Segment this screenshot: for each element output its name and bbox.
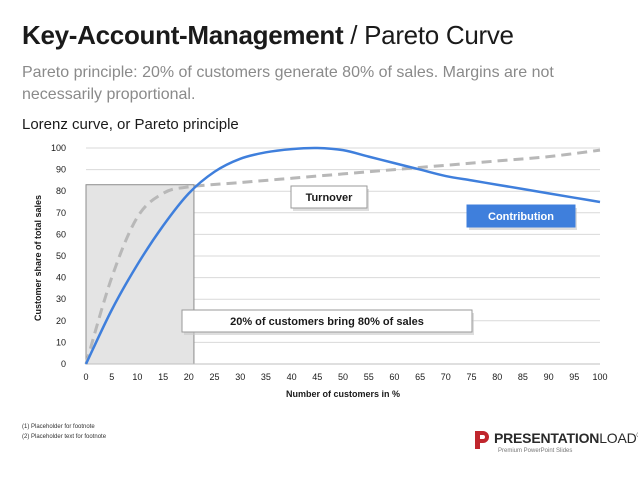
- x-tick-label: 65: [415, 372, 425, 382]
- y-tick-label: 50: [56, 251, 66, 261]
- title-rest: / Pareto Curve: [343, 20, 514, 50]
- annotation-pareto-box: [181, 309, 473, 333]
- y-tick-label: 70: [56, 208, 66, 218]
- x-tick-label: 5: [109, 372, 114, 382]
- x-tick-label: 85: [518, 372, 528, 382]
- logo-name-rest: LOAD: [599, 430, 637, 446]
- x-tick-label: 50: [338, 372, 348, 382]
- annotation-turnover-box: [290, 185, 368, 209]
- logo-name-bold: PRESENTATION: [494, 430, 600, 446]
- y-tick-label: 10: [56, 337, 66, 347]
- x-tick-label: 10: [132, 372, 142, 382]
- logo-tagline: Premium PowerPoint Slides: [498, 448, 573, 454]
- x-tick-label: 55: [364, 372, 374, 382]
- footnote-2: (2) Placeholder text for footnote: [22, 434, 107, 440]
- y-tick-label: 60: [56, 229, 66, 239]
- annotation-turnover-label: Turnover: [306, 192, 354, 204]
- y-tick-label: 40: [56, 273, 66, 283]
- x-tick-label: 40: [287, 372, 297, 382]
- logo-mark-icon: [475, 431, 489, 449]
- x-tick-label: 90: [544, 372, 554, 382]
- x-tick-label: 95: [569, 372, 579, 382]
- x-tick-label: 25: [209, 372, 219, 382]
- x-tick-label: 0: [83, 372, 88, 382]
- x-tick-label: 20: [184, 372, 194, 382]
- y-tick-label: 80: [56, 186, 66, 196]
- series-line-turnover: [84, 148, 601, 365]
- annotation-pareto-label: 20% of customers bring 80% of sales: [230, 316, 424, 328]
- y-tick-label: 90: [56, 165, 66, 175]
- x-tick-label: 15: [158, 372, 168, 382]
- chart-heading: Lorenz curve, or Pareto principle: [22, 116, 239, 133]
- x-tick-label: 70: [441, 372, 451, 382]
- y-tick-label: 0: [61, 359, 66, 369]
- y-axis-title: Customer share of total sales: [33, 195, 43, 321]
- x-tick-label: 35: [261, 372, 271, 382]
- x-tick-label: 75: [466, 372, 476, 382]
- title-bold: Key-Account-Management: [22, 20, 344, 50]
- footnotes: (1) Placeholder for footnote (2) Placeho…: [22, 422, 106, 442]
- annotation-contribution-label: Contribution: [488, 211, 554, 223]
- annotation-contribution-box: [466, 204, 576, 228]
- logo-registered: ®: [637, 432, 638, 439]
- footnote-1: (1) Placeholder for footnote: [22, 424, 95, 430]
- y-tick-label: 100: [51, 143, 66, 153]
- series-line-contribution: [84, 146, 601, 365]
- brand-logo: PRESENTATIONLOAD® Premium PowerPoint Sli…: [472, 428, 638, 464]
- x-tick-label: 60: [389, 372, 399, 382]
- x-tick-label: 30: [235, 372, 245, 382]
- x-axis-title: Number of customers in %: [286, 389, 400, 399]
- x-tick-label: 100: [592, 372, 607, 382]
- y-tick-label: 20: [56, 316, 66, 326]
- page-subtitle: Pareto principle: 20% of customers gener…: [22, 64, 554, 103]
- x-tick-label: 80: [492, 372, 502, 382]
- page-title: Key-Account-Management / Pareto Curve: [22, 20, 514, 51]
- y-tick-label: 30: [56, 294, 66, 304]
- logo-name: PRESENTATIONLOAD®: [494, 430, 638, 446]
- x-tick-label: 45: [312, 372, 322, 382]
